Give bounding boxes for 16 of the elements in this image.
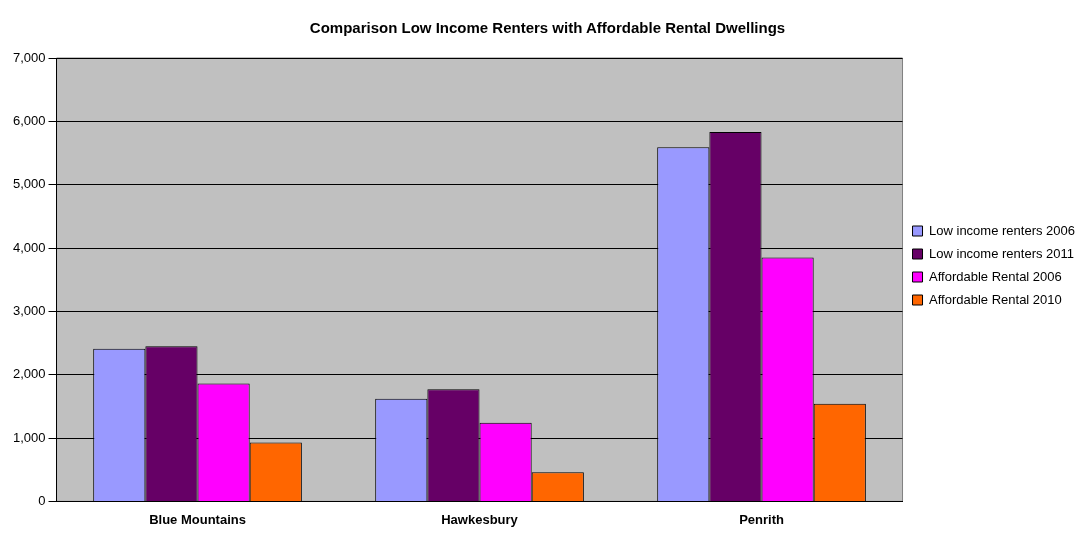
y-tick-label: 1,000 <box>12 429 46 445</box>
chart-title: Comparison Low Income Renters with Affordable Rental Dwellings <box>309 19 786 37</box>
x-tick-label: Blue Mountains <box>149 511 246 527</box>
legend-label: Affordable Rental 2006 <box>929 268 1062 284</box>
y-tick-label: 0 <box>38 492 46 508</box>
y-tick-label: 7,000 <box>12 49 46 65</box>
legend-label: Affordable Rental 2010 <box>929 291 1062 307</box>
y-tick-label: 3,000 <box>12 302 46 318</box>
x-tick-label: Penrith <box>739 511 784 527</box>
x-tick-label: Hawkesbury <box>441 511 519 527</box>
y-tick-label: 4,000 <box>12 239 46 255</box>
y-tick-label: 6,000 <box>12 112 46 128</box>
legend-label: Low income renters 2011 <box>929 245 1075 261</box>
y-tick-label: 2,000 <box>12 366 46 382</box>
legend-label: Low income renters 2006 <box>929 222 1076 238</box>
y-tick-label: 5,000 <box>12 176 46 192</box>
